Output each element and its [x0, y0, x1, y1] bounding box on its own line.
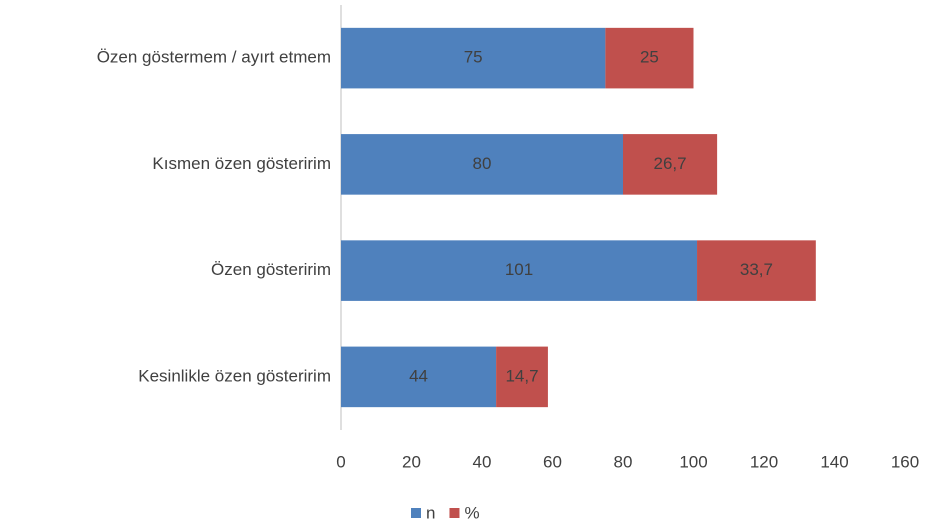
bar [496, 346, 548, 408]
x-tick-label: 120 [750, 452, 778, 471]
x-tick-label: 160 [891, 452, 919, 471]
data-label: 26,7 [654, 154, 687, 173]
bar [341, 134, 623, 195]
legend-label: n [426, 503, 435, 522]
bar [623, 134, 718, 195]
x-tick-label: 60 [543, 452, 562, 471]
data-label: 44 [409, 366, 428, 385]
x-tick-label: 80 [614, 452, 633, 471]
y-tick-label: Özen gösteririm [211, 260, 331, 279]
bar [697, 240, 816, 301]
x-tick-label: 20 [402, 452, 421, 471]
bar [341, 27, 606, 89]
x-tick-label: 0 [336, 452, 345, 471]
data-label: 25 [640, 48, 659, 67]
x-tick-label: 100 [679, 452, 707, 471]
bar [605, 27, 694, 89]
legend-label: % [464, 503, 479, 522]
bar [341, 346, 497, 408]
data-label: 101 [505, 260, 533, 279]
x-tick-label: 140 [820, 452, 848, 471]
data-label: 33,7 [740, 260, 773, 279]
data-label: 14,7 [505, 366, 538, 385]
data-label: 75 [464, 48, 483, 67]
legend-swatch [411, 508, 421, 518]
legend-swatch [449, 508, 460, 518]
bar [341, 240, 698, 301]
data-label: 80 [473, 154, 492, 173]
y-tick-label: Kesinlikle özen gösteririm [138, 366, 331, 385]
y-tick-label: Özen göstermem / ayırt etmem [97, 48, 331, 67]
y-tick-label: Kısmen özen gösteririm [152, 154, 331, 173]
x-tick-label: 40 [473, 452, 492, 471]
